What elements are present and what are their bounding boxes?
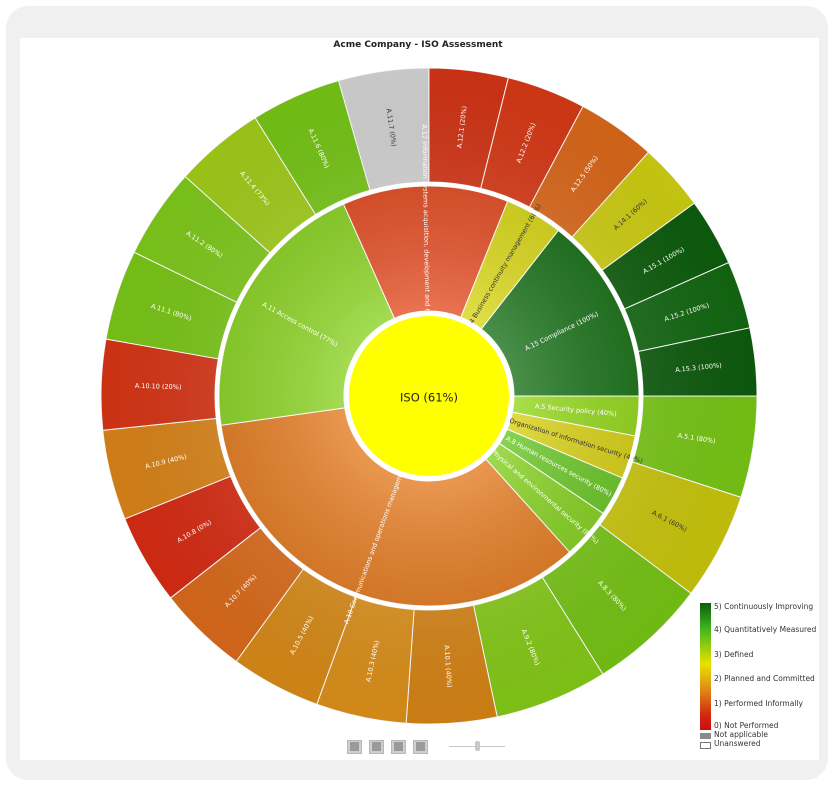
legend-swatch-unanswered — [700, 742, 711, 749]
center-circle[interactable] — [345, 312, 513, 480]
legend-item-2: 2) Planned and Committed — [714, 674, 815, 683]
grid-icon — [372, 742, 381, 751]
zoom-icon — [394, 742, 403, 751]
play-icon — [350, 742, 359, 751]
zoom-button[interactable] — [391, 740, 406, 754]
legend-swatch-not-applicable — [700, 733, 711, 739]
legend-item-4: 4) Quantitatively Measured — [714, 625, 817, 634]
outer-label-4: A.10.1 (40%) — [442, 645, 453, 688]
grid-button[interactable] — [369, 740, 384, 754]
legend-item-not-applicable: Not applicable — [714, 730, 768, 739]
chart-title: Acme Company - ISO Assessment — [333, 40, 503, 50]
fit-button[interactable] — [413, 740, 428, 754]
legend-color-scale — [700, 603, 711, 730]
legend-item-0: 0) Not Performed — [714, 721, 779, 730]
zoom-slider-thumb[interactable] — [475, 741, 480, 751]
center-label: ISO (61%) — [400, 391, 458, 405]
fit-icon — [416, 742, 425, 751]
play-button[interactable] — [347, 740, 362, 754]
legend-item-1: 1) Performed Informally — [714, 699, 803, 708]
legend: 5) Continuously Improving 4) Quantitativ… — [700, 602, 832, 763]
outer-label-10: A.10.10 (20%) — [135, 382, 182, 392]
ring-separator — [215, 182, 643, 610]
legend-item-5: 5) Continuously Improving — [714, 602, 814, 611]
legend-item-unanswered: Unanswered — [714, 739, 761, 748]
legend-item-3: 3) Defined — [714, 650, 754, 659]
